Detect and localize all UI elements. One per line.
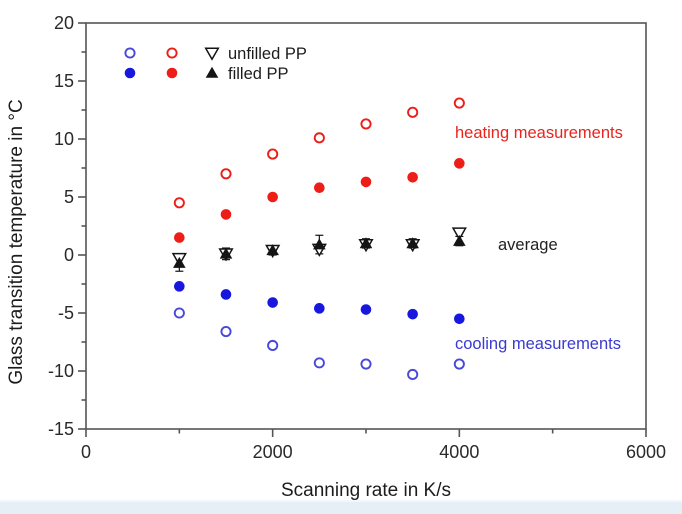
- series-average-filled-PP: [173, 234, 466, 268]
- data-point: [220, 209, 232, 220]
- data-point: [454, 158, 465, 169]
- annotation-label: cooling measurements: [455, 335, 621, 353]
- y-tick-label: 0: [64, 245, 74, 265]
- data-point: [407, 368, 419, 381]
- data-point: [360, 358, 372, 370]
- data-point: [360, 176, 372, 188]
- y-tick-label: 10: [54, 129, 74, 149]
- data-point: [220, 289, 232, 300]
- data-point: [166, 47, 178, 59]
- legend: unfilled PP filled PP: [124, 45, 307, 83]
- data-point: [219, 247, 233, 259]
- x-tick-label: 0: [81, 442, 91, 462]
- data-point: [313, 238, 326, 250]
- axis-ticks: 20 15 10 5 0 -5 -10 -15 0 2000 4000 6000: [48, 13, 666, 462]
- legend-label: unfilled PP: [228, 45, 307, 63]
- y-tick-label: 20: [54, 13, 74, 33]
- annotation-label: average: [498, 236, 558, 254]
- data-point: [174, 281, 185, 292]
- data-point: [314, 303, 325, 314]
- data-point: [313, 357, 325, 369]
- legend-label: filled PP: [228, 65, 289, 83]
- series-heating-unfilled-PP: [173, 97, 465, 209]
- bottom-ui-strip: [0, 500, 682, 514]
- data-point: [407, 308, 418, 320]
- x-tick-label: 4000: [439, 442, 479, 462]
- data-point: [314, 182, 325, 194]
- data-point: [124, 67, 136, 79]
- data-point: [453, 358, 465, 370]
- data-point: [173, 197, 185, 209]
- data-point: [313, 132, 325, 144]
- data-point: [267, 191, 278, 203]
- data-point: [166, 67, 178, 79]
- data-point: [266, 244, 279, 256]
- data-point: [453, 97, 465, 109]
- y-tick-label: -5: [58, 303, 74, 323]
- data-point: [407, 106, 419, 118]
- data-point: [360, 304, 372, 315]
- data-point: [360, 118, 372, 130]
- data-point: [124, 47, 136, 59]
- data-point: [451, 227, 467, 241]
- data-point: [359, 237, 373, 249]
- data-point: [205, 66, 219, 78]
- data-point: [220, 326, 232, 338]
- y-tick-label: 15: [54, 71, 74, 91]
- y-tick-label: -15: [48, 419, 74, 439]
- annotation-label: heating measurements: [455, 124, 623, 142]
- series-heating-filled-PP: [174, 158, 465, 243]
- data-point: [173, 256, 186, 268]
- data-point: [406, 237, 419, 249]
- data-point: [174, 232, 185, 243]
- series-cooling-unfilled-PP: [173, 307, 465, 381]
- y-tick-label: -10: [48, 361, 74, 381]
- data-point: [267, 297, 278, 308]
- data-point: [204, 47, 220, 61]
- x-axis-title: Scanning rate in K/s: [281, 480, 451, 501]
- x-tick-label: 2000: [253, 442, 293, 462]
- data-point: [454, 313, 465, 325]
- data-point: [220, 168, 232, 180]
- series-cooling-filled-PP: [174, 281, 465, 325]
- y-tick-label: 5: [64, 187, 74, 207]
- data-point: [267, 148, 279, 160]
- y-axis-title: Glass transition temperature in °C: [6, 99, 27, 384]
- data-point: [453, 234, 466, 246]
- x-tick-label: 6000: [626, 442, 666, 462]
- data-point: [267, 339, 279, 352]
- data-point: [173, 307, 185, 319]
- data-point: [407, 171, 418, 183]
